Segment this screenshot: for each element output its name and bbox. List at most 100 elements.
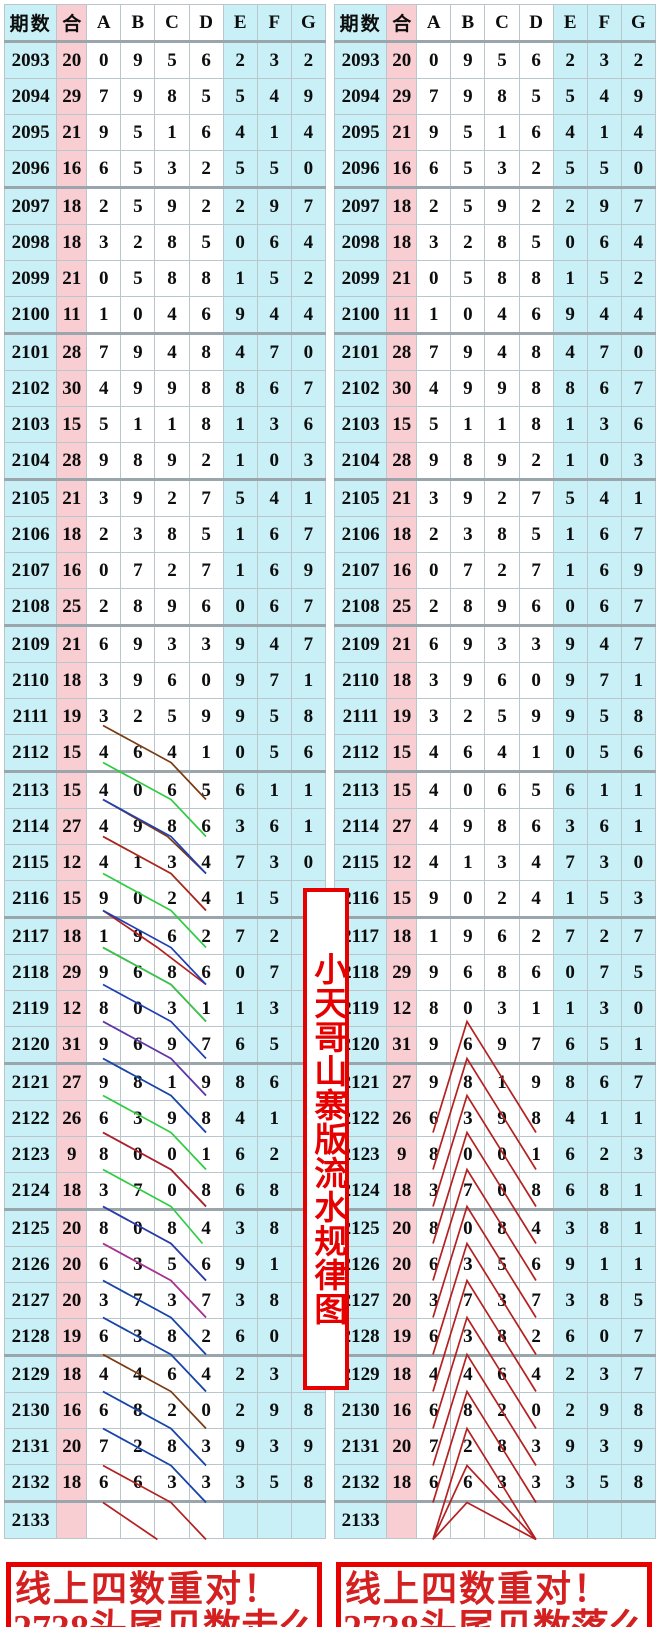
cell-period: 2123 (3, 1136, 58, 1173)
cell-b: 5 (450, 187, 486, 225)
cell-c: 5 (484, 41, 520, 79)
cell-period: 2094 (3, 78, 58, 115)
cell-f: 8 (256, 1172, 292, 1211)
cell-c: 9 (154, 370, 190, 407)
cell-a: 7 (86, 1428, 122, 1465)
table-row: 2104 28 9 8 9 2 1 0 3 (333, 442, 657, 481)
cell-b: 9 (450, 78, 486, 115)
cell-b: 9 (450, 808, 486, 845)
cell-period: 2109 (333, 625, 388, 663)
cell-c: 8 (154, 224, 190, 261)
table-row: 2115 12 4 1 3 4 7 3 0 (3, 844, 327, 881)
cell-f: 5 (586, 880, 622, 919)
cell-sum: 20 (56, 1246, 88, 1283)
table-row: 2097 18 2 5 9 2 2 9 7 (3, 187, 327, 225)
cell-period: 2103 (333, 406, 388, 443)
cell-a: 1 (416, 917, 452, 955)
cell-e: 4 (552, 333, 588, 371)
cell-e: 1 (552, 516, 588, 553)
cell-a: 3 (86, 662, 122, 699)
cell-sum: 28 (386, 442, 418, 481)
cell-period: 2132 (3, 1464, 58, 1503)
cell-g: 1 (620, 1246, 657, 1283)
cell-e: 3 (552, 1209, 588, 1247)
cell-period: 2093 (333, 41, 388, 79)
cell-b: 3 (120, 1318, 156, 1357)
cell-sum: 20 (56, 1428, 88, 1465)
cell-c: 6 (154, 1355, 190, 1393)
cell-a: 6 (86, 1318, 122, 1357)
cell-period: 2094 (333, 78, 388, 115)
cell-d (188, 1501, 224, 1539)
cell-d: 2 (518, 187, 554, 225)
cell-e: 9 (222, 698, 258, 735)
cell-period: 2095 (333, 114, 388, 151)
cell-sum: 30 (386, 370, 418, 407)
header-f: F (256, 4, 292, 43)
cell-period: 2122 (3, 1100, 58, 1137)
cell-period: 2099 (333, 260, 388, 297)
cell-c: 4 (484, 333, 520, 371)
cell-sum: 15 (56, 771, 88, 809)
cell-e: 0 (552, 954, 588, 991)
cell-b: 7 (120, 552, 156, 589)
cell-d: 6 (518, 588, 554, 627)
cell-c: 3 (154, 625, 190, 663)
cell-b: 5 (120, 187, 156, 225)
cell-sum: 18 (386, 1464, 418, 1503)
cell-period: 2119 (3, 990, 58, 1027)
cell-c: 5 (154, 698, 190, 735)
cell-sum: 21 (56, 260, 88, 297)
cell-sum: 18 (386, 1355, 418, 1393)
cell-f: 3 (586, 990, 622, 1027)
cell-c: 9 (154, 588, 190, 627)
cell-c: 3 (484, 844, 520, 881)
cell-d: 8 (518, 1172, 554, 1211)
cell-period: 2131 (333, 1428, 388, 1465)
cell-d: 4 (188, 880, 224, 919)
cell-c: 9 (154, 1026, 190, 1065)
cell-f: 9 (256, 1392, 292, 1429)
cell-g: 1 (620, 1026, 657, 1065)
cell-period: 2131 (3, 1428, 58, 1465)
cell-f: 1 (256, 771, 292, 809)
cell-c: 9 (154, 442, 190, 481)
cell-sum: 16 (386, 150, 418, 189)
table-header-row: 期数 合 A B C D E F G (3, 4, 327, 43)
cell-c: 9 (484, 370, 520, 407)
cell-c: 3 (154, 1464, 190, 1503)
cell-f (586, 1501, 622, 1539)
cell-sum: 26 (56, 1100, 88, 1137)
cell-b: 5 (450, 260, 486, 297)
panel-right: 期数 合 A B C D E F G 2093 20 0 9 5 6 2 3 2 2094 29 7 9… (330, 0, 660, 1627)
cell-f: 4 (586, 479, 622, 517)
header-c: C (154, 4, 190, 43)
cell-f: 0 (586, 1318, 622, 1357)
cell-f: 6 (586, 370, 622, 407)
cell-g: 9 (620, 1428, 657, 1465)
cell-g: 1 (620, 1100, 657, 1137)
cell-b: 9 (450, 333, 486, 371)
cell-d: 8 (188, 333, 224, 371)
cell-e: 9 (222, 662, 258, 699)
table-row: 2133 (3, 1501, 327, 1539)
cell-d: 8 (188, 1172, 224, 1211)
table-row: 2094 29 7 9 8 5 5 4 9 (333, 78, 657, 115)
cell-d: 2 (188, 442, 224, 481)
cell-e: 3 (552, 1464, 588, 1503)
cell-d: 2 (188, 917, 224, 955)
cell-d: 5 (188, 516, 224, 553)
cell-sum: 21 (56, 625, 88, 663)
table-row: 2109 21 6 9 3 3 9 4 7 (333, 625, 657, 663)
cell-c: 4 (484, 296, 520, 335)
table-row: 2114 27 4 9 8 6 3 6 1 (3, 808, 327, 845)
cell-a: 6 (416, 150, 452, 189)
cell-c: 1 (154, 114, 190, 151)
cell-d: 6 (188, 1246, 224, 1283)
cell-a: 9 (416, 442, 452, 481)
cell-e: 4 (552, 114, 588, 151)
header-d: D (188, 4, 224, 43)
cell-b: 7 (450, 1172, 486, 1211)
